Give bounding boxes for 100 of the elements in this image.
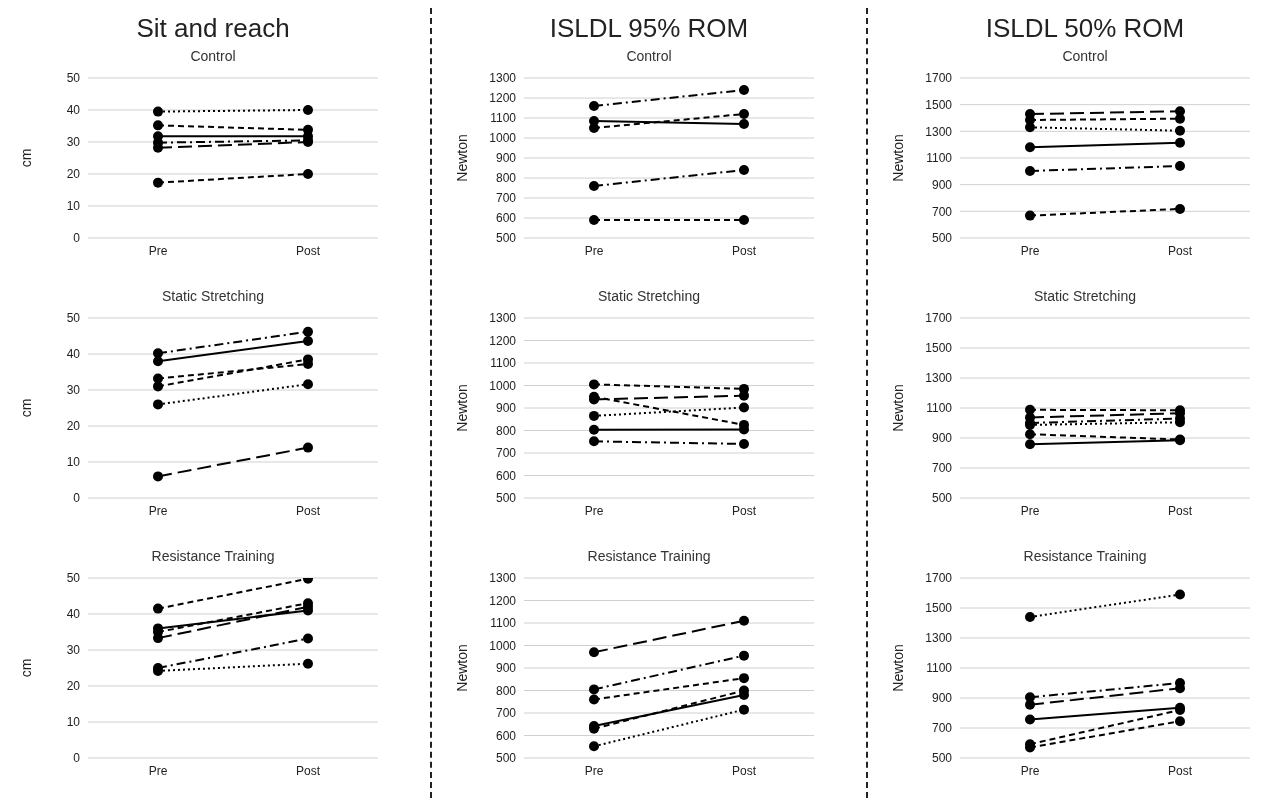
y-tick-label: 20 — [66, 419, 81, 434]
y-tick-label: 1200 — [489, 91, 517, 106]
y-tick-label: 1500 — [925, 601, 953, 616]
y-axis-title: Newton — [453, 384, 470, 432]
y-tick-label: 700 — [495, 446, 517, 461]
x-tick-label: Post — [731, 763, 757, 778]
y-tick-label: 30 — [66, 135, 81, 150]
y-tick-label: 700 — [931, 461, 953, 476]
chart-subtitle: Resistance Training — [586, 548, 712, 566]
chart-subtitle: Control — [625, 48, 673, 66]
y-tick-label: 1000 — [489, 378, 517, 393]
y-tick-label: 1100 — [926, 401, 953, 416]
y-tick-label: 600 — [495, 468, 517, 483]
y-tick-label: 900 — [931, 691, 953, 706]
y-tick-label: 20 — [66, 679, 81, 694]
x-tick-label: Pre — [584, 243, 604, 258]
y-tick-label: 1100 — [490, 356, 517, 371]
y-tick-label: 900 — [931, 431, 953, 446]
x-tick-label: Post — [1167, 503, 1193, 518]
y-tick-label: 1200 — [489, 593, 517, 608]
chart-subtitle: Control — [1061, 48, 1109, 66]
chart-title: Sit and reach — [135, 12, 291, 45]
y-tick-label: 900 — [931, 177, 953, 192]
x-tick-label: Pre — [148, 243, 168, 258]
x-tick-label: Pre — [584, 763, 604, 778]
y-tick-label: 600 — [495, 728, 517, 743]
chart-subtitle: Control — [189, 48, 237, 66]
chart-subtitle: Static Stretching — [161, 288, 265, 306]
y-tick-label: 1200 — [489, 333, 517, 348]
y-axis-title: cm — [17, 148, 34, 168]
y-tick-label: 1100 — [926, 661, 953, 676]
y-tick-label: 600 — [495, 211, 517, 226]
y-axis-title: Newton — [889, 644, 906, 692]
x-tick-label: Post — [295, 243, 321, 258]
y-axis-title: cm — [17, 658, 34, 678]
y-tick-label: 1300 — [489, 71, 517, 86]
y-tick-label: 1500 — [925, 341, 953, 356]
y-tick-label: 900 — [495, 401, 517, 416]
y-tick-label: 10 — [66, 199, 81, 214]
y-tick-label: 1500 — [925, 97, 953, 112]
y-tick-label: 1000 — [489, 131, 517, 146]
y-tick-label: 800 — [495, 423, 517, 438]
x-tick-label: Post — [295, 763, 321, 778]
y-axis-title: Newton — [889, 134, 906, 182]
y-tick-label: 500 — [931, 491, 953, 506]
y-tick-label: 500 — [495, 231, 517, 246]
y-tick-label: 700 — [931, 721, 953, 736]
x-tick-label: Pre — [148, 503, 168, 518]
y-tick-label: 1300 — [925, 124, 953, 139]
y-tick-label: 50 — [66, 311, 81, 326]
y-tick-label: 700 — [931, 204, 953, 219]
y-axis-title: Newton — [453, 134, 470, 182]
y-tick-label: 1100 — [490, 616, 517, 631]
y-tick-label: 40 — [66, 103, 81, 118]
chart-subtitle: Resistance Training — [1022, 548, 1148, 566]
y-tick-label: 30 — [66, 643, 81, 658]
chart-subtitle: Static Stretching — [1033, 288, 1137, 306]
y-tick-label: 800 — [495, 683, 517, 698]
y-tick-label: 900 — [495, 661, 517, 676]
y-tick-label: 700 — [495, 706, 517, 721]
y-axis-title: Newton — [889, 384, 906, 432]
chart-title: ISLDL 50% ROM — [984, 12, 1186, 45]
x-tick-label: Post — [295, 503, 321, 518]
y-tick-label: 20 — [66, 167, 81, 182]
y-tick-label: 0 — [73, 231, 81, 246]
y-tick-label: 30 — [66, 383, 81, 398]
y-axis-title: cm — [17, 398, 34, 418]
y-tick-label: 800 — [495, 171, 517, 186]
y-tick-label: 1000 — [489, 638, 517, 653]
y-tick-label: 50 — [66, 571, 81, 586]
y-tick-label: 10 — [66, 715, 81, 730]
y-tick-label: 1100 — [926, 151, 953, 166]
x-tick-label: Pre — [1020, 243, 1040, 258]
chart-subtitle: Static Stretching — [597, 288, 701, 306]
y-tick-label: 900 — [495, 151, 517, 166]
y-tick-label: 1700 — [925, 571, 953, 586]
y-tick-label: 1300 — [489, 571, 517, 586]
chart-subtitle: Resistance Training — [150, 548, 276, 566]
y-tick-label: 10 — [66, 455, 81, 470]
y-tick-label: 1100 — [490, 111, 517, 126]
x-tick-label: Pre — [584, 503, 604, 518]
x-tick-label: Post — [731, 503, 757, 518]
x-tick-label: Post — [1167, 763, 1193, 778]
x-tick-label: Pre — [1020, 763, 1040, 778]
y-tick-label: 40 — [66, 607, 81, 622]
y-tick-label: 1300 — [489, 311, 517, 326]
y-axis-title: Newton — [453, 644, 470, 692]
y-tick-label: 1300 — [925, 631, 953, 646]
y-tick-label: 1300 — [925, 371, 953, 386]
y-tick-label: 500 — [931, 231, 953, 246]
y-tick-label: 40 — [66, 347, 81, 362]
x-tick-label: Pre — [1020, 503, 1040, 518]
y-tick-label: 50 — [66, 71, 81, 86]
y-tick-label: 1700 — [925, 71, 953, 86]
x-tick-label: Post — [731, 243, 757, 258]
y-tick-label: 500 — [495, 491, 517, 506]
y-tick-label: 500 — [495, 751, 517, 766]
chart-title: ISLDL 95% ROM — [548, 12, 750, 45]
x-tick-label: Pre — [148, 763, 168, 778]
x-tick-label: Post — [1167, 243, 1193, 258]
